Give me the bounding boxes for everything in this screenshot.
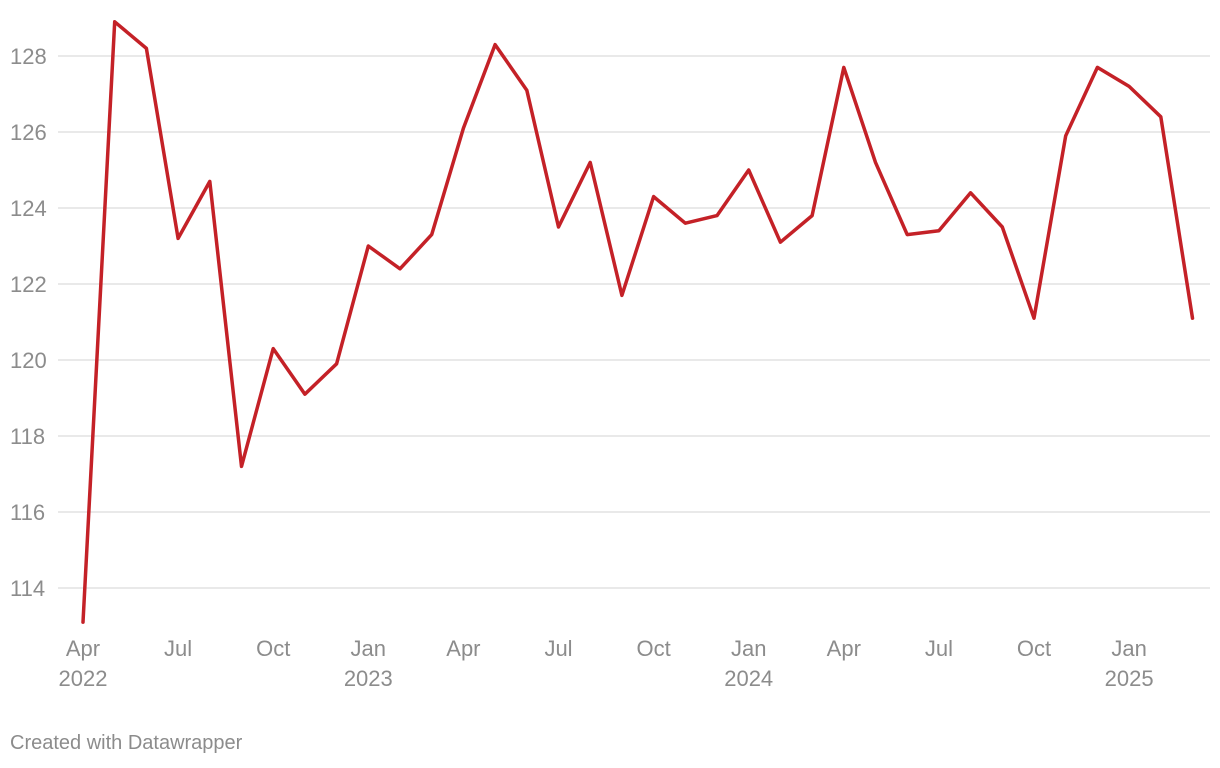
series-line-0 [81,20,1195,624]
x-tick-year-label: 2022 [59,666,108,691]
x-tick-label: Oct [1017,636,1051,661]
series-layer [81,20,1195,624]
x-tick-label: Jul [164,636,192,661]
x-tick-year-label: 2024 [724,666,773,691]
x-tick-year-label: 2025 [1105,666,1154,691]
x-tick-label: Jan [351,636,386,661]
x-tick-label: Apr [827,636,861,661]
y-tick-label: 128 [10,44,47,69]
y-tick-label: 122 [10,272,47,297]
x-tick-label: Oct [636,636,670,661]
y-tick-label: 124 [10,196,47,221]
x-axis-ticks: Apr 2022 Jul Oct Jan 2023 Apr Jul Oct Jan 2024 Apr J… [59,636,1154,691]
y-tick-label: 120 [10,348,47,373]
line-chart: 114 116 118 120 122 124 126 128 Apr 2022 Jul Oct Ja… [10,20,1210,691]
y-tick-label: 114 [10,576,45,601]
y-tick-label: 116 [10,500,45,525]
y-tick-label: 126 [10,120,47,145]
x-tick-label: Jul [925,636,953,661]
x-tick-label: Jan [731,636,766,661]
gridlines [58,55,1210,589]
x-tick-label: Jan [1111,636,1146,661]
x-tick-label: Oct [256,636,290,661]
credit-footer: Created with Datawrapper [10,732,243,754]
x-tick-label: Apr [446,636,480,661]
x-tick-label: Apr [66,636,100,661]
y-tick-label: 118 [10,424,45,449]
y-axis-ticks: 114 116 118 120 122 124 126 128 [10,44,47,601]
x-tick-year-label: 2023 [344,666,393,691]
x-tick-label: Jul [544,636,572,661]
